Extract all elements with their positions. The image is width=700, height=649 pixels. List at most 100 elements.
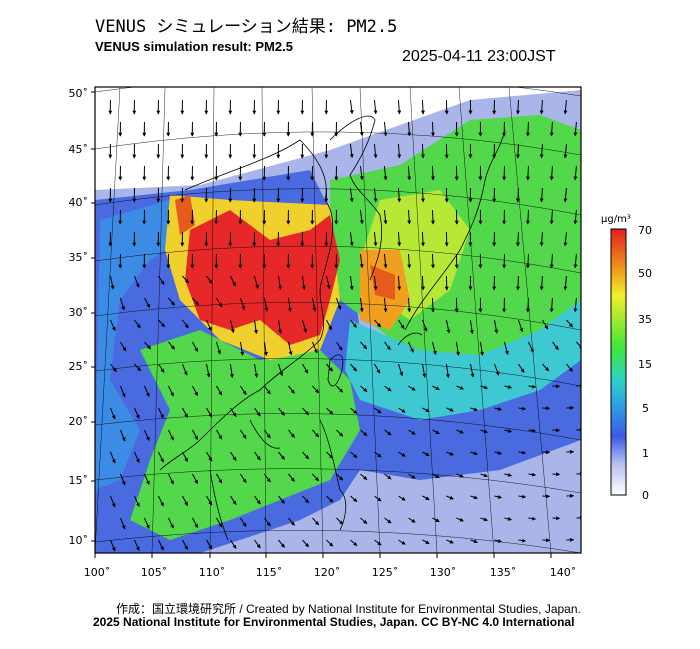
wind-vector <box>397 275 402 291</box>
wind-vector <box>563 143 568 159</box>
lat-label: 15˚ <box>69 474 89 487</box>
wind-vector <box>374 363 381 374</box>
wind-vector <box>350 451 358 459</box>
colorbar-tick: 5 <box>642 402 649 415</box>
wind-vector <box>407 165 412 181</box>
wind-vector <box>240 385 247 396</box>
wind-vector <box>549 121 554 137</box>
wind-vector <box>384 473 392 480</box>
wind-vector <box>326 451 334 459</box>
wind-vector <box>430 297 435 313</box>
wind-vector <box>254 407 261 417</box>
wind-vector <box>493 319 499 334</box>
wind-vector <box>336 429 344 437</box>
wind-vector <box>326 539 334 547</box>
wind-vector <box>263 341 268 357</box>
wind-vector <box>109 495 116 508</box>
wind-vector <box>287 297 292 313</box>
wind-vector <box>408 429 416 435</box>
lat-label: 30˚ <box>69 306 89 319</box>
wind-vector <box>494 406 503 411</box>
lon-label: 100˚ <box>84 566 111 579</box>
wind-vector <box>230 275 236 287</box>
wind-vector <box>288 473 295 482</box>
wind-vector <box>515 231 520 247</box>
wind-vector <box>374 539 382 546</box>
wind-vector <box>288 517 295 526</box>
wind-vector <box>240 473 247 484</box>
wind-vector <box>384 385 392 392</box>
wind-vector <box>384 429 392 436</box>
wind-vector <box>302 451 310 460</box>
wind-vector <box>504 384 513 389</box>
wind-vector <box>350 539 358 547</box>
wind-vector <box>109 319 116 332</box>
wind-vector <box>360 429 368 437</box>
wind-vector <box>470 451 478 456</box>
wind-vector <box>421 319 428 332</box>
lat-label: 45˚ <box>69 143 89 156</box>
wind-vector <box>525 121 530 137</box>
wind-vector <box>301 319 307 333</box>
wind-vector <box>576 341 581 350</box>
wind-vector <box>518 538 527 543</box>
wind-vector <box>253 319 258 335</box>
wind-vector <box>455 341 460 357</box>
title-jp: VENUS シミュレーション結果: PM2.5 <box>95 17 398 37</box>
wind-vector <box>326 495 334 503</box>
wind-vector <box>397 187 402 203</box>
wind-vector <box>288 385 295 394</box>
wind-vector <box>144 297 151 309</box>
colorbar-tick: 15 <box>638 358 652 371</box>
wind-vector <box>479 341 484 357</box>
wind-vector <box>383 297 388 313</box>
wind-vector <box>168 429 174 441</box>
wind-vector <box>287 341 293 356</box>
wind-vector <box>158 495 164 507</box>
wind-vector <box>335 297 342 310</box>
wind-vector <box>470 407 478 412</box>
colorbar-tick: 50 <box>638 267 652 280</box>
wind-vector <box>182 539 189 551</box>
wind-vector <box>420 231 425 247</box>
wind-vector <box>302 539 310 548</box>
wind-vector <box>470 495 478 500</box>
wind-vector <box>119 517 126 530</box>
wind-vector <box>422 407 430 413</box>
wind-vector <box>143 385 150 398</box>
credit: 作成：国立環境研究所 / Created by National Institu… <box>116 602 581 616</box>
wind-vector <box>573 297 578 313</box>
wind-vector <box>264 517 271 527</box>
wind-vector <box>143 473 150 486</box>
wind-vector <box>119 429 126 442</box>
wind-vector <box>566 363 573 372</box>
wind-vector <box>302 407 310 416</box>
lat-label: 40˚ <box>69 196 89 209</box>
wind-vector <box>563 99 568 115</box>
wind-vector <box>360 341 368 350</box>
wind-vector <box>119 473 126 486</box>
wind-vector <box>408 517 416 523</box>
wind-vector <box>383 253 388 269</box>
wind-vector <box>336 341 343 351</box>
wind-vector <box>408 385 416 391</box>
wind-vector <box>563 275 568 291</box>
wind-vector <box>349 275 354 291</box>
wind-vector <box>446 451 454 456</box>
colorbar-scale <box>610 228 627 496</box>
wind-vector <box>398 407 406 413</box>
wind-vector <box>408 473 416 479</box>
wind-vector <box>229 363 234 379</box>
colorbar-tick: 35 <box>638 313 652 326</box>
wind-vector <box>383 121 388 137</box>
wind-vector <box>494 538 503 543</box>
wind-vector <box>566 319 573 328</box>
wind-vector <box>349 231 354 247</box>
wind-vector <box>109 451 116 464</box>
wind-vector <box>525 253 530 269</box>
wind-vector <box>206 275 213 284</box>
wind-vector <box>445 319 451 334</box>
wind-vector <box>143 429 150 442</box>
wind-vector <box>134 319 141 329</box>
